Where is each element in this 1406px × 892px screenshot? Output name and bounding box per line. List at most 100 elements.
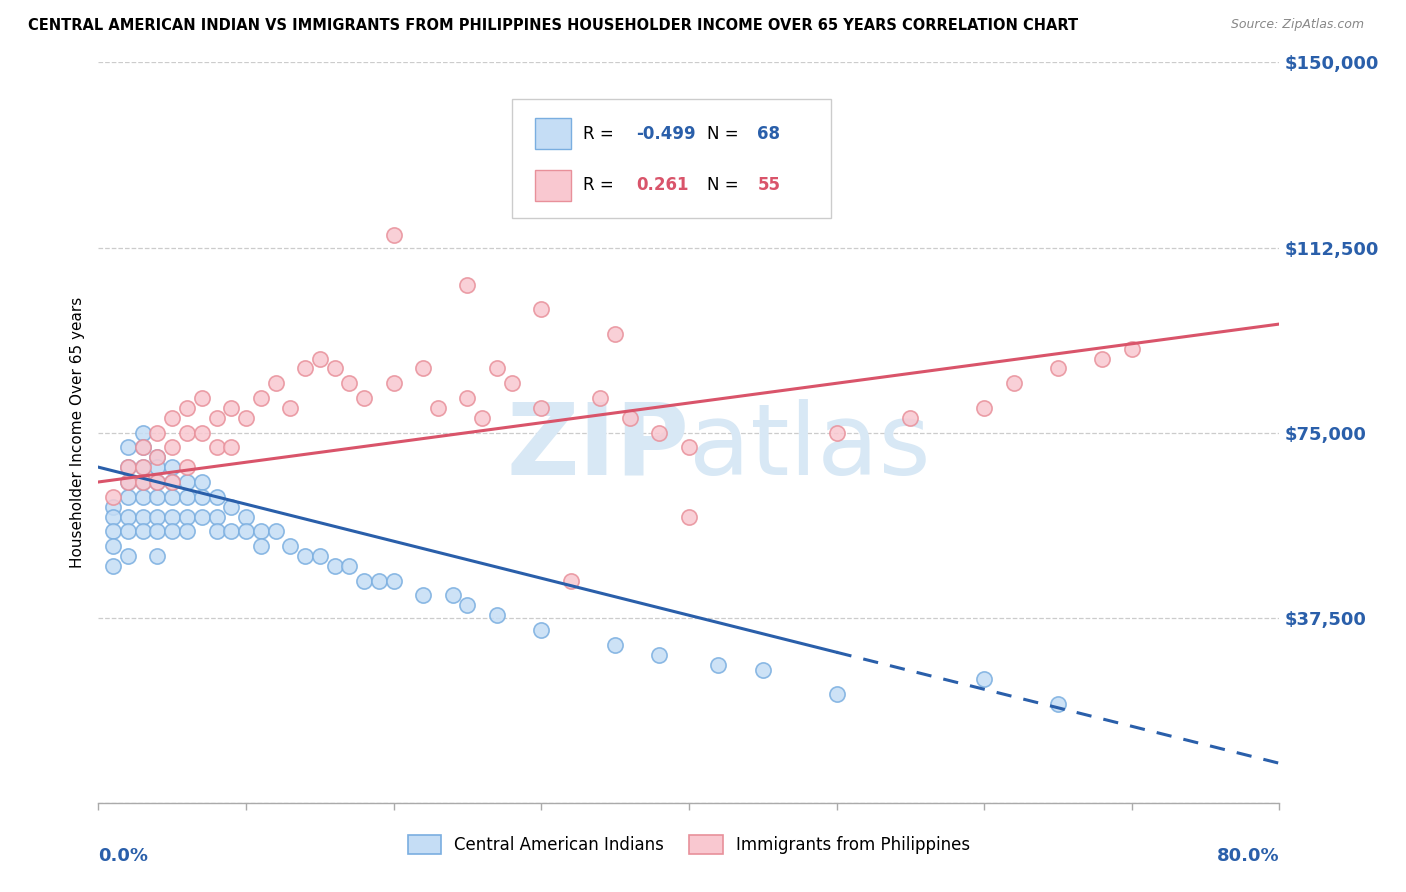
Point [191, 509, 214, 524]
Point [264, 524, 287, 539]
Point [501, 376, 523, 391]
Point [103, 500, 125, 514]
Point [560, 574, 582, 588]
Point [132, 441, 155, 455]
Point [132, 475, 155, 489]
Point [117, 460, 139, 475]
Point [132, 524, 155, 539]
Point [339, 558, 361, 573]
Point [132, 475, 155, 489]
Point [146, 425, 169, 440]
Point [146, 490, 169, 504]
Point [146, 549, 169, 563]
Point [205, 490, 228, 504]
Point [191, 475, 214, 489]
Point [117, 475, 139, 489]
Point [382, 574, 405, 588]
Point [103, 558, 125, 573]
Point [132, 441, 155, 455]
Point [191, 391, 214, 405]
Point [250, 539, 273, 553]
Point [457, 391, 479, 405]
Point [176, 475, 198, 489]
Point [132, 460, 155, 475]
Point [605, 326, 627, 341]
Point [353, 574, 375, 588]
Point [162, 410, 183, 425]
Point [146, 450, 169, 465]
FancyBboxPatch shape [536, 118, 571, 149]
Point [752, 663, 775, 677]
Point [176, 401, 198, 415]
Point [221, 500, 243, 514]
Point [146, 450, 169, 465]
Point [280, 539, 302, 553]
Text: N =: N = [707, 125, 744, 143]
Point [205, 524, 228, 539]
Point [280, 401, 302, 415]
Text: 0.0%: 0.0% [98, 847, 149, 865]
Point [530, 401, 553, 415]
Point [707, 657, 730, 672]
Point [530, 302, 553, 317]
Point [339, 376, 361, 391]
Point [162, 441, 183, 455]
Text: ZIP: ZIP [506, 399, 689, 496]
Point [457, 277, 479, 292]
Text: 55: 55 [758, 177, 780, 194]
Point [605, 638, 627, 652]
Point [427, 401, 450, 415]
Point [294, 361, 316, 376]
Point [900, 410, 922, 425]
Point [162, 460, 183, 475]
Point [117, 490, 139, 504]
Point [678, 509, 700, 524]
Point [530, 623, 553, 637]
Point [825, 687, 848, 701]
Point [973, 401, 995, 415]
Text: CENTRAL AMERICAN INDIAN VS IMMIGRANTS FROM PHILIPPINES HOUSEHOLDER INCOME OVER 6: CENTRAL AMERICAN INDIAN VS IMMIGRANTS FR… [28, 18, 1078, 33]
Point [162, 475, 183, 489]
Point [117, 524, 139, 539]
Text: -0.499: -0.499 [636, 125, 696, 143]
Point [176, 425, 198, 440]
Point [146, 460, 169, 475]
Point [323, 558, 346, 573]
Point [221, 401, 243, 415]
Text: N =: N = [707, 177, 744, 194]
Point [412, 361, 434, 376]
Point [264, 376, 287, 391]
Point [103, 509, 125, 524]
Point [412, 589, 434, 603]
Point [132, 490, 155, 504]
Point [117, 549, 139, 563]
Point [132, 509, 155, 524]
Point [191, 425, 214, 440]
Point [221, 441, 243, 455]
Point [132, 425, 155, 440]
Point [146, 475, 169, 489]
Point [235, 410, 257, 425]
Point [176, 490, 198, 504]
Point [176, 509, 198, 524]
Point [648, 648, 671, 662]
Point [103, 524, 125, 539]
Point [176, 524, 198, 539]
Point [250, 524, 273, 539]
Point [146, 524, 169, 539]
Text: R =: R = [582, 125, 619, 143]
Text: 80.0%: 80.0% [1216, 847, 1279, 865]
Point [486, 361, 509, 376]
Point [619, 410, 641, 425]
Point [117, 460, 139, 475]
Point [678, 441, 700, 455]
Point [162, 524, 183, 539]
Point [235, 524, 257, 539]
Text: R =: R = [582, 177, 619, 194]
Point [1121, 342, 1143, 356]
Point [486, 608, 509, 623]
FancyBboxPatch shape [512, 99, 831, 218]
Text: 68: 68 [758, 125, 780, 143]
Point [353, 391, 375, 405]
Point [162, 490, 183, 504]
